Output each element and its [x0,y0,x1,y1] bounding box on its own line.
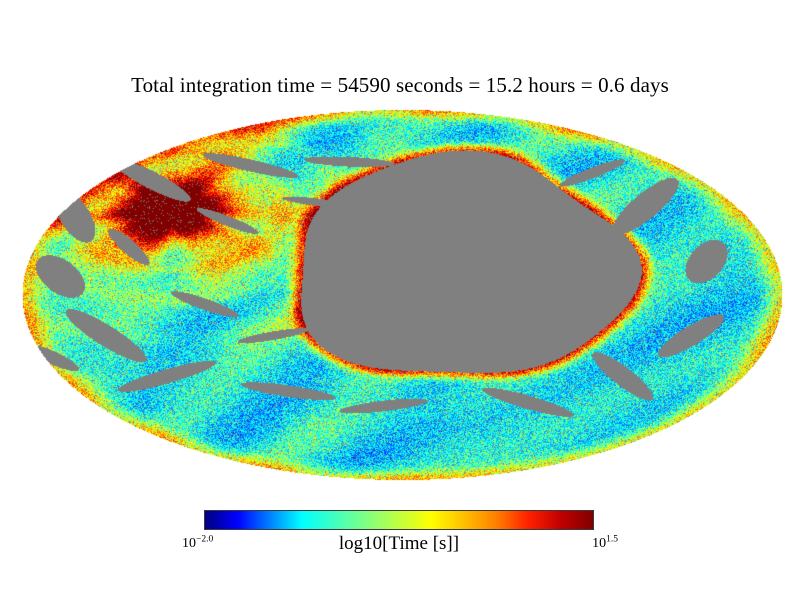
colorbar-min-exponent: −2.0 [196,534,214,545]
colorbar-min-tick-label: 10−2.0 [182,534,214,552]
colorbar-axis-label: log10[Time [s]] [338,533,460,554]
skymap-mollweide-plot [0,100,800,500]
colorbar-max-mantissa: 10 [592,536,607,551]
colorbar: 10−2.0 log10[Time [s]] 101.5 [182,510,618,560]
colorbar-gradient [204,510,594,530]
colorbar-max-tick-label: 101.5 [592,534,618,552]
page-title: Total integration time = 54590 seconds =… [131,73,669,97]
colorbar-max-exponent: 1.5 [606,534,618,545]
colorbar-min-mantissa: 10 [182,536,196,551]
